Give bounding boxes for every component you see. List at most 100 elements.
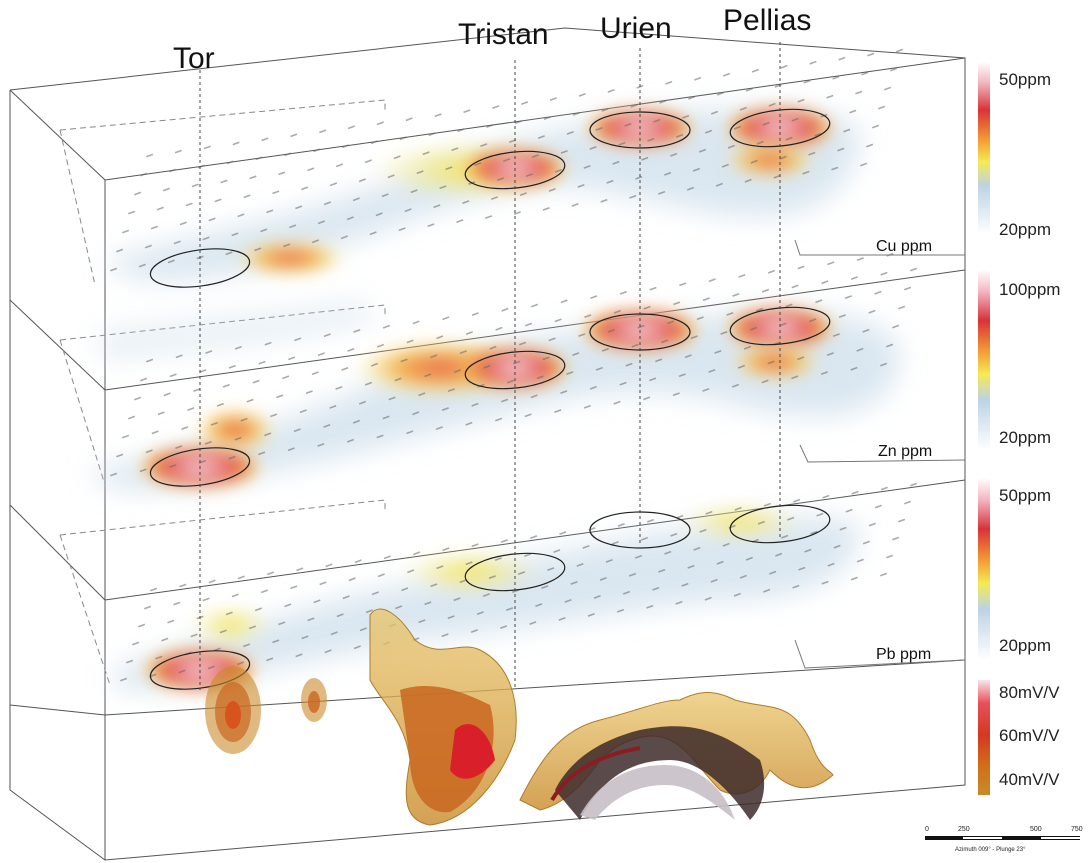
- sample-point: [167, 619, 175, 624]
- sample-point: [471, 543, 479, 548]
- sample-point: [329, 182, 338, 187]
- sample-point: [169, 373, 177, 378]
- sample-point: [513, 211, 521, 216]
- sample-point: [272, 639, 280, 644]
- sample-point: [307, 167, 315, 172]
- sample-point: [850, 276, 858, 281]
- sample-point: [465, 331, 473, 336]
- sample-point: [733, 125, 741, 130]
- sample-point: [222, 383, 230, 388]
- sample-point: [892, 324, 900, 329]
- sample-point: [323, 201, 332, 206]
- zn-scale-top: 100ppm: [999, 280, 1061, 299]
- cu-color-scale: [978, 62, 990, 234]
- sample-point: [708, 278, 716, 283]
- sample-point: [589, 385, 597, 390]
- sample-point: [260, 228, 268, 233]
- sample-point: [156, 206, 164, 211]
- sample-point: [791, 284, 799, 289]
- grid-edges: [794, 239, 966, 669]
- sample-point: [548, 337, 556, 342]
- sample-point: [399, 136, 407, 141]
- sample-point: [146, 153, 154, 158]
- sample-point: [401, 587, 409, 592]
- sample-point: [185, 202, 193, 207]
- sample-point: [826, 352, 834, 357]
- sample-point: [910, 267, 918, 272]
- sample-point: [412, 411, 420, 416]
- sample-point: [388, 396, 396, 401]
- sample-point: [506, 607, 514, 612]
- sample-point: [465, 561, 473, 566]
- sample-point: [745, 87, 753, 92]
- sample-point: [495, 326, 503, 331]
- sample-point: [422, 151, 430, 156]
- sample-point: [755, 307, 764, 312]
- pb-scale-bottom: 20ppm: [999, 636, 1051, 655]
- sample-point: [121, 434, 130, 439]
- sample-point: [231, 232, 239, 237]
- sample-point: [447, 388, 455, 393]
- target-label-urien: Urien: [600, 12, 672, 45]
- sample-point: [564, 599, 572, 603]
- sample-point: [266, 209, 274, 214]
- sample-point: [676, 133, 684, 138]
- sample-point: [305, 390, 313, 395]
- sample-point: [500, 625, 508, 630]
- sample-point: [816, 512, 824, 517]
- sample-point: [266, 657, 274, 662]
- scale-tick: 0: [925, 826, 929, 833]
- sample-point: [576, 563, 584, 567]
- sample-point: [456, 219, 464, 224]
- sample-point: [595, 127, 603, 131]
- sample-point: [382, 324, 391, 329]
- sample-point: [761, 288, 770, 293]
- sample-point: [261, 137, 269, 142]
- sample-point: [317, 443, 325, 447]
- sample-point: [643, 396, 651, 401]
- sample-point: [859, 162, 868, 167]
- sample-point: [716, 560, 724, 565]
- sample-point: [226, 160, 234, 165]
- sample-point: [424, 601, 432, 606]
- sample-point: [518, 571, 526, 576]
- sample-point: [412, 320, 420, 325]
- sample-point: [445, 166, 453, 171]
- sample-point: [336, 613, 344, 618]
- sample-point: [486, 124, 494, 129]
- sample-point: [649, 377, 657, 382]
- sample-point: [416, 170, 424, 175]
- sample-point: [513, 360, 521, 365]
- sample-point: [335, 163, 344, 168]
- sample-point: [140, 172, 148, 177]
- sample-point: [851, 490, 859, 495]
- sample-point: [525, 173, 533, 178]
- sample-point: [868, 522, 876, 527]
- sample-point: [880, 572, 888, 577]
- scale-tick: 500: [1030, 826, 1042, 833]
- sample-point: [365, 609, 373, 614]
- sample-point: [393, 155, 401, 160]
- sample-point: [341, 367, 349, 371]
- sample-point: [821, 580, 829, 585]
- sample-point: [204, 440, 212, 445]
- sample-point: [843, 128, 851, 133]
- sample-point: [702, 388, 710, 392]
- sample-point: [313, 599, 321, 604]
- sample-point: [370, 140, 378, 145]
- sample-point: [488, 575, 496, 580]
- sample-point: [775, 552, 783, 557]
- sample-point: [398, 227, 406, 232]
- sample-point: [252, 379, 260, 384]
- sample-point: [599, 577, 607, 581]
- sample-points: [109, 48, 924, 682]
- sample-point: [202, 597, 210, 602]
- sample-point: [687, 564, 695, 569]
- sample-point: [903, 500, 912, 505]
- sample-point: [524, 553, 532, 558]
- sample-point: [613, 400, 621, 405]
- sample-point: [179, 583, 187, 588]
- sample-point: [606, 179, 614, 184]
- sample-point: [647, 137, 655, 142]
- sample-point: [234, 436, 242, 441]
